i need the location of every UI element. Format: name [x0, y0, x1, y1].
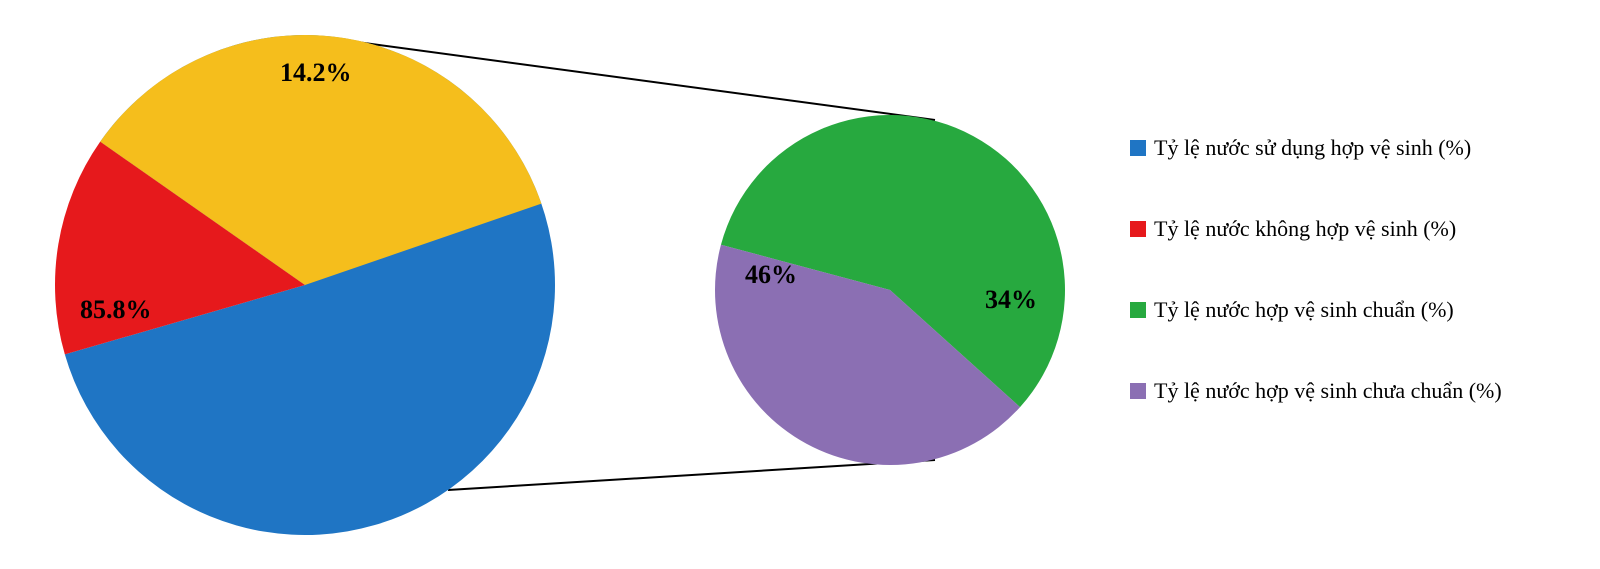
- sub-pie-label-hygienic-nonstandard: 34%: [985, 285, 1037, 315]
- chart-stage: 85.8% 14.2% 46% 34% Tỷ lệ nước sử dụng h…: [0, 0, 1600, 569]
- legend: Tỷ lệ nước sử dụng hợp vệ sinh (%) Tỷ lệ…: [1130, 135, 1502, 459]
- legend-swatch: [1130, 302, 1146, 318]
- legend-swatch: [1130, 221, 1146, 237]
- legend-item-not-hygienic: Tỷ lệ nước không hợp vệ sinh (%): [1130, 216, 1502, 242]
- connector-line-1: [448, 460, 935, 490]
- main-pie-label-not-hygienic: 14.2%: [280, 58, 352, 88]
- legend-label: Tỷ lệ nước sử dụng hợp vệ sinh (%): [1154, 135, 1471, 161]
- legend-label: Tỷ lệ nước hợp vệ sinh chuẩn (%): [1154, 297, 1454, 323]
- main-pie: [55, 35, 555, 535]
- main-pie-label-hygienic-used: 85.8%: [80, 295, 152, 325]
- legend-label: Tỷ lệ nước hợp vệ sinh chưa chuẩn (%): [1154, 378, 1502, 404]
- legend-swatch: [1130, 383, 1146, 399]
- legend-swatch: [1130, 140, 1146, 156]
- legend-label: Tỷ lệ nước không hợp vệ sinh (%): [1154, 216, 1456, 242]
- legend-item-hygienic-used: Tỷ lệ nước sử dụng hợp vệ sinh (%): [1130, 135, 1502, 161]
- legend-item-hygienic-nonstandard: Tỷ lệ nước hợp vệ sinh chưa chuẩn (%): [1130, 378, 1502, 404]
- legend-item-hygienic-standard: Tỷ lệ nước hợp vệ sinh chuẩn (%): [1130, 297, 1502, 323]
- sub-pie-label-hygienic-standard: 46%: [745, 260, 797, 290]
